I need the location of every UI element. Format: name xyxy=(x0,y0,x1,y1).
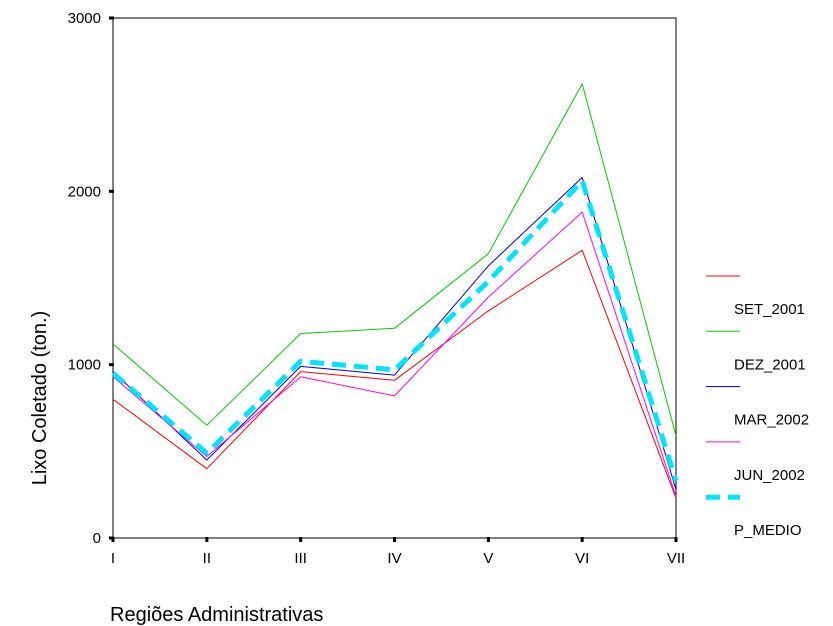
series-line-mar-2002 xyxy=(112,177,677,490)
x-axis: I II III IV V VI VII xyxy=(111,537,685,567)
x-tick-label: I xyxy=(111,550,115,567)
x-tick-label: VI xyxy=(575,550,589,567)
plot-frame xyxy=(112,17,677,539)
legend-label: MAR_2002 xyxy=(734,412,809,429)
legend-label: JUN_2002 xyxy=(734,467,805,484)
x-tick-label: VII xyxy=(667,550,685,567)
legend-label: SET_2001 xyxy=(734,301,805,318)
x-tick-label: III xyxy=(294,550,307,567)
series-line-dez-2001 xyxy=(112,83,677,436)
series-line-jun-2002 xyxy=(112,211,677,497)
x-axis-title: Regiões Administrativas xyxy=(110,604,323,626)
legend: SET_2001 DEZ_2001 MAR_2002 JUN_2002 P_MEDIO xyxy=(706,275,809,539)
x-tick-label: IV xyxy=(387,550,401,567)
y-axis: 0 1000 2000 3000 xyxy=(68,10,114,547)
series-line-set-2001 xyxy=(112,249,677,499)
y-tick-label: 0 xyxy=(93,530,101,547)
y-axis-title: Lixo Coletado (ton.) xyxy=(29,311,51,486)
legend-label: DEZ_2001 xyxy=(734,356,806,373)
y-tick-label: 1000 xyxy=(68,357,101,374)
x-tick-label: II xyxy=(203,550,211,567)
legend-label: P_MEDIO xyxy=(734,522,802,539)
series-line-p-medio xyxy=(111,178,679,482)
x-tick-label: V xyxy=(483,550,493,567)
y-tick-label: 2000 xyxy=(68,183,101,200)
series-lines xyxy=(111,83,679,499)
y-tick-label: 3000 xyxy=(68,10,101,27)
